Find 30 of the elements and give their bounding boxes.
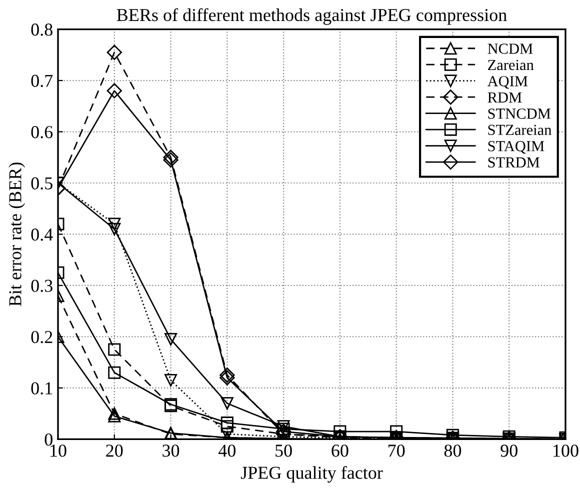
y-tick-label: 0.7	[31, 74, 53, 88]
x-tick-label: 90	[500, 444, 518, 457]
x-tick-label: 100	[554, 444, 578, 457]
legend-label: STAQIM	[488, 141, 544, 154]
x-tick-label: 60	[332, 444, 348, 457]
y-tick-label: 0.8	[31, 24, 52, 36]
legend-label: STRDM	[488, 157, 540, 168]
legend-label: RDM	[488, 92, 522, 102]
y-axis-title: Bit error rate (BER)	[8, 162, 26, 306]
x-tick-label: 30	[162, 444, 180, 457]
y-tick-label: 0.2	[31, 330, 52, 344]
x-tick-label: 40	[218, 444, 236, 457]
y-tick-label: 0.6	[31, 126, 53, 138]
y-tick-label: 0	[44, 433, 52, 446]
x-axis-title: JPEG quality factor	[240, 466, 383, 483]
legend-label: Zareian	[488, 60, 534, 70]
y-tick-label: 0.1	[31, 382, 52, 394]
legend-label: STZareian	[488, 124, 552, 136]
y-tick-label: 0.5	[31, 177, 52, 190]
x-tick-label: 20	[106, 444, 123, 457]
x-tick-label: 70	[388, 444, 405, 457]
x-tick-label: 50	[276, 444, 292, 457]
legend-label: NCDM	[488, 44, 533, 54]
x-tick-label: 10	[50, 444, 66, 457]
y-tick-label: 0.4	[31, 228, 53, 241]
legend-label: STNCDM	[488, 108, 550, 119]
chart-title: BERs of different methods against JPEG compression	[116, 8, 507, 25]
x-tick-label: 80	[444, 444, 462, 457]
legend-label: AQIM	[487, 76, 528, 89]
y-tick-label: 0.3	[31, 280, 52, 292]
